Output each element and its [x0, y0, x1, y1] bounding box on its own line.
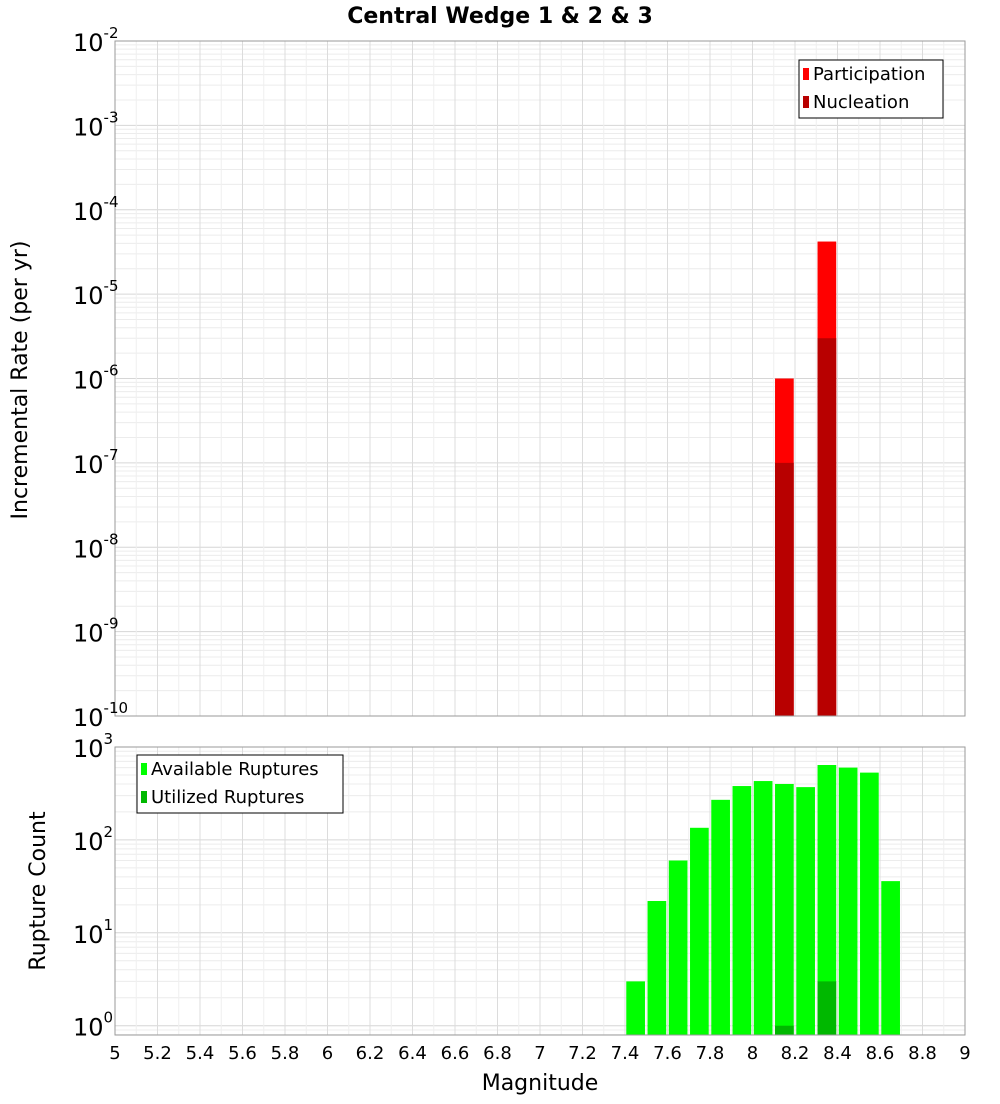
y-tick-label: 100 — [73, 1009, 113, 1042]
legend-box-rate — [798, 59, 944, 119]
x-tick-label: 7 — [534, 1043, 545, 1064]
y-axis-label-rate: Incremental Rate (per yr) — [8, 241, 33, 520]
panel-rate: 10-10 10-9 10-8 10-7 10-6 10-5 10-4 10-3 10-2 Par… — [73, 24, 966, 732]
x-tick-label: 7.2 — [568, 1043, 597, 1064]
x-tick-label: 7.6 — [653, 1043, 682, 1064]
bar-available-ruptures — [838, 767, 858, 1035]
bar-available-ruptures — [690, 827, 709, 1035]
chart-title: Central Wedge 1 & 2 & 3 — [347, 4, 653, 29]
y-tick-label: 10-2 — [73, 24, 119, 57]
y-tick-label: 10-7 — [73, 446, 119, 479]
y-tick-label: 10-5 — [73, 277, 119, 310]
y-tick-label: 10-4 — [73, 193, 119, 226]
x-tick-label: 5 — [109, 1043, 120, 1064]
y-tick-label: 101 — [73, 916, 113, 949]
legend-label: Available Ruptures — [151, 759, 319, 780]
x-tick-label: 9 — [959, 1043, 970, 1064]
bar-nucleation — [775, 462, 794, 716]
bar-available-ruptures — [860, 772, 879, 1035]
y-tick-label: 103 — [73, 730, 113, 763]
bar-available-ruptures — [732, 786, 752, 1035]
x-tick-label: 5.4 — [186, 1043, 215, 1064]
bar-available-ruptures — [753, 781, 773, 1035]
bar-nucleation — [817, 338, 837, 716]
x-tick-label: 6 — [322, 1043, 333, 1064]
y-tick-label: 10-3 — [73, 108, 119, 141]
legend-label: Participation — [813, 64, 925, 85]
plot-border-count — [114, 746, 966, 1036]
x-tick-label: 8.4 — [823, 1043, 852, 1064]
legend-box-count — [136, 754, 344, 814]
bar-available-ruptures — [668, 860, 688, 1035]
x-tick-label: 8 — [747, 1043, 758, 1064]
legend-swatch — [803, 68, 809, 80]
x-tick-label: 7.8 — [696, 1043, 725, 1064]
x-tick-label: 8.6 — [866, 1043, 895, 1064]
x-tick-label: 6.4 — [398, 1043, 427, 1064]
x-tick-label: 8.8 — [908, 1043, 937, 1064]
x-tick-label: 7.4 — [611, 1043, 640, 1064]
panel-count: 100 101 102 103 Available Ruptures Utilized R… — [73, 730, 966, 1042]
y-tick-label: 10-6 — [73, 362, 119, 395]
x-tick-label: 6.2 — [356, 1043, 385, 1064]
x-tick-label: 5.6 — [228, 1043, 257, 1064]
x-axis: 5 5.2 5.4 5.6 5.8 6 6.2 6.4 6.6 6.8 7 7.2 7.4 7.6 7.8 8… — [109, 1043, 970, 1064]
bar-utilized-ruptures — [775, 1025, 794, 1035]
x-tick-label: 5.8 — [271, 1043, 300, 1064]
y-tick-label: 10-8 — [73, 530, 119, 563]
x-axis-label: Magnitude — [482, 1071, 599, 1096]
y-tick-label: 102 — [73, 823, 113, 856]
bar-available-ruptures — [817, 765, 837, 1035]
legend-label: Utilized Ruptures — [151, 787, 304, 808]
x-tick-label: 6.6 — [441, 1043, 470, 1064]
legend-swatch — [803, 96, 809, 108]
bar-available-ruptures — [881, 881, 900, 1035]
bar-available-ruptures — [796, 787, 815, 1035]
legend-swatch — [141, 763, 147, 775]
y-tick-label: 10-9 — [73, 615, 119, 648]
bar-available-ruptures — [626, 981, 645, 1035]
y-tick-label: 10-10 — [73, 699, 128, 732]
bar-utilized-ruptures — [817, 981, 837, 1035]
legend-label: Nucleation — [813, 92, 909, 113]
x-tick-label: 6.8 — [483, 1043, 512, 1064]
y-axis-label-count: Rupture Count — [26, 811, 51, 971]
x-tick-label: 5.2 — [143, 1043, 172, 1064]
plot-border-rate — [114, 40, 966, 717]
bar-available-ruptures — [711, 799, 730, 1035]
x-tick-label: 8.2 — [781, 1043, 810, 1064]
legend-swatch — [141, 791, 147, 803]
bar-available-ruptures — [775, 783, 794, 1035]
bar-available-ruptures — [647, 900, 667, 1035]
